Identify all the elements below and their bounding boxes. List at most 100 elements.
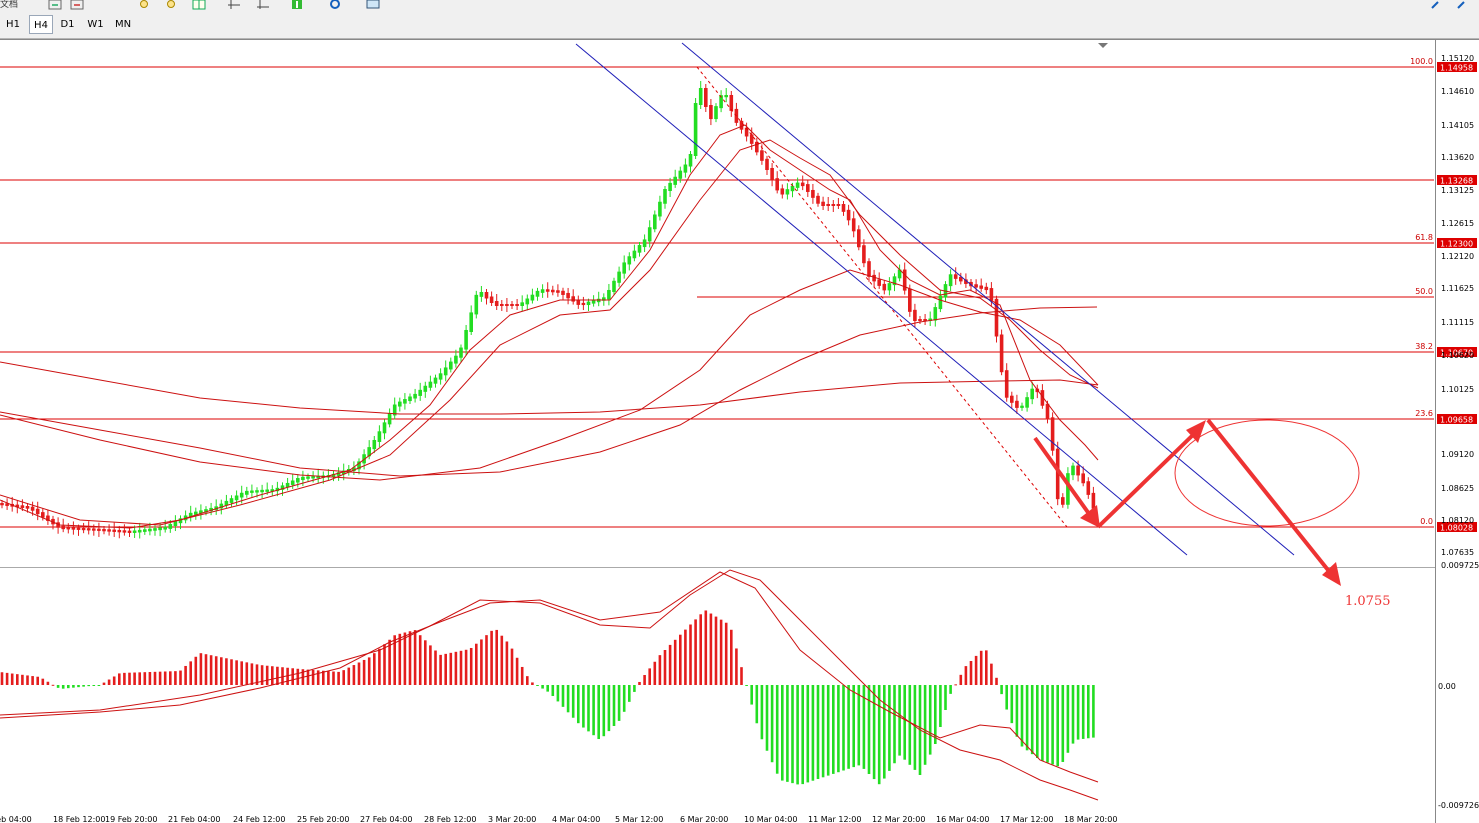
bull-candle xyxy=(229,498,234,503)
bear-candle xyxy=(581,302,586,306)
macd-histogram-bar xyxy=(770,685,774,763)
timeframe-h4-button[interactable]: H4 xyxy=(29,15,53,34)
macd-histogram-bar xyxy=(36,676,39,685)
price-tick: 1.13125 xyxy=(1441,186,1474,195)
macd-histogram-bar xyxy=(383,644,386,685)
macd-histogram-bar xyxy=(444,653,447,685)
bear-candle xyxy=(806,184,810,192)
line-tool-icon[interactable] xyxy=(228,0,242,10)
macd-histogram-bar xyxy=(617,685,621,721)
macd-histogram-bar xyxy=(755,685,759,724)
magnifier-icon[interactable] xyxy=(138,0,152,10)
bear-candle xyxy=(755,141,759,153)
bear-candle xyxy=(61,525,65,530)
macd-histogram-bar xyxy=(786,685,789,782)
zoom-in-icon[interactable] xyxy=(48,0,62,10)
bull-candle xyxy=(250,490,254,493)
bear-candle xyxy=(112,529,116,532)
magnifier-out-icon[interactable] xyxy=(165,0,179,10)
ma-fast-line xyxy=(0,124,1099,529)
bull-candle xyxy=(887,283,892,291)
bull-candle xyxy=(790,185,795,192)
macd-histogram-bar xyxy=(505,641,509,685)
bull-candle xyxy=(153,528,157,531)
bear-candle xyxy=(739,120,744,130)
bull-candle xyxy=(663,189,667,204)
menu-label[interactable]: 文档 xyxy=(0,0,19,10)
zoom-out-icon[interactable] xyxy=(70,0,84,10)
price-level-tag xyxy=(1437,347,1477,357)
bull-candle xyxy=(178,518,183,524)
bear-candle xyxy=(576,299,581,305)
bull-candle xyxy=(591,300,596,304)
bull-candle xyxy=(158,527,162,531)
macd-histogram-bar xyxy=(403,632,407,685)
macd-zero-tick: 0.00 xyxy=(1438,682,1456,691)
timeframe-w1-button[interactable]: W1 xyxy=(87,19,104,30)
bull-candle xyxy=(290,480,295,485)
macd-histogram-bar xyxy=(679,634,682,685)
macd-histogram-bar xyxy=(123,672,126,685)
bull-candle xyxy=(168,524,173,529)
macd-histogram-bar xyxy=(816,685,820,779)
grid-icon[interactable] xyxy=(192,0,206,10)
macd-histogram-bar xyxy=(750,685,753,705)
bull-candle xyxy=(892,276,897,286)
help-icon[interactable] xyxy=(1430,0,1444,10)
bear-candle xyxy=(765,158,769,170)
macd-histogram-bar xyxy=(21,674,24,685)
macd-histogram-bar xyxy=(1081,685,1085,739)
bull-candle xyxy=(724,95,728,98)
bull-candle xyxy=(459,347,463,358)
macd-histogram-bar xyxy=(378,648,381,685)
bear-candle xyxy=(729,95,734,111)
channel-tool-icon[interactable] xyxy=(257,0,271,10)
shift-marker-icon xyxy=(1098,43,1108,48)
macd-histogram-bar xyxy=(969,661,973,685)
template-icon[interactable] xyxy=(366,0,380,10)
bull-candle xyxy=(245,490,249,495)
bull-candle xyxy=(301,476,305,481)
macd-histogram-bar xyxy=(821,685,825,778)
macd-histogram-bar xyxy=(61,685,65,689)
macd-histogram-bar xyxy=(439,654,442,685)
macd-histogram-bar xyxy=(490,630,493,685)
fib-label: 100.0 xyxy=(1410,57,1433,66)
timeframe-h1-button[interactable]: H1 xyxy=(6,19,20,30)
macd-histogram-bar xyxy=(740,667,743,685)
bear-candle xyxy=(974,284,978,288)
price-chart[interactable]: 100.0 1.14958 1.13268 61.8 1.12300 50.0 38.2 1.… xyxy=(0,39,1479,823)
fib-label: 61.8 xyxy=(1415,233,1433,242)
macd-histogram-bar xyxy=(663,650,667,685)
bull-candle xyxy=(627,256,632,265)
macd-histogram-bar xyxy=(796,685,799,785)
bull-candle xyxy=(673,176,677,185)
bear-candle xyxy=(0,503,4,506)
clock-icon[interactable] xyxy=(328,0,342,10)
price-level-tag xyxy=(1437,414,1477,424)
pointer-icon[interactable] xyxy=(1456,0,1470,10)
price-tick: 1.12120 xyxy=(1441,252,1474,261)
bear-candle xyxy=(709,105,713,120)
time-tick: 28 Feb 12:00 xyxy=(424,815,476,823)
timeframe-mn-button[interactable]: MN xyxy=(114,19,132,30)
price-tick: 1.10620 xyxy=(1441,351,1474,360)
bear-candle xyxy=(515,304,519,306)
macd-histogram-bar xyxy=(1005,685,1008,710)
macd-histogram-bar xyxy=(694,619,697,685)
macd-histogram-bar xyxy=(959,674,963,685)
bull-candle xyxy=(418,389,422,396)
timeframe-d1-button[interactable]: D1 xyxy=(60,19,75,30)
bear-candle xyxy=(561,290,565,295)
macd-histogram-bar xyxy=(337,671,340,685)
bear-candle xyxy=(1040,390,1045,406)
time-tick: 25 Feb 20:00 xyxy=(297,815,349,823)
macd-histogram-bar xyxy=(1046,685,1049,763)
bull-candle xyxy=(306,476,310,479)
bull-candle xyxy=(938,295,943,310)
bear-candle xyxy=(851,218,856,232)
macd-histogram-bar xyxy=(153,671,157,685)
macd-histogram-bar xyxy=(0,672,4,685)
bull-candle xyxy=(474,294,479,315)
add-indicator-icon[interactable] xyxy=(290,0,304,10)
